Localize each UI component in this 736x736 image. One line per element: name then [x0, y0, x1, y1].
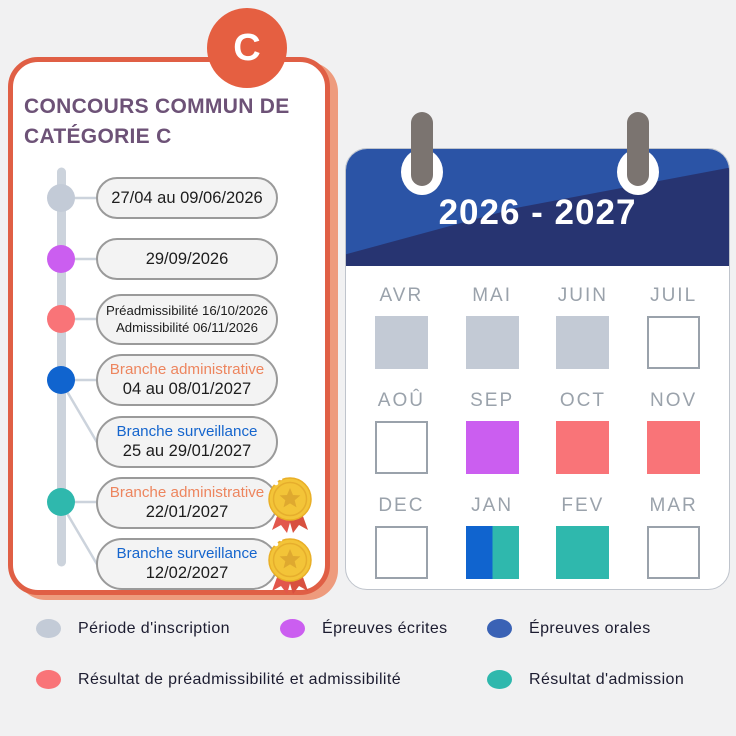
timeline-dot-epreuves-orales: [47, 366, 75, 394]
month-square: [647, 316, 701, 369]
month-label: JUIN: [557, 285, 608, 306]
month-square: [465, 526, 519, 579]
binder-ring-bar: [627, 112, 649, 186]
timeline-dot-preadmissibilite: [47, 305, 75, 333]
calendar-year-title: 2026 - 2027: [438, 193, 637, 232]
month-aou: AOÛ: [356, 390, 447, 474]
medal-icon: [268, 538, 312, 594]
month-square: [465, 316, 519, 369]
legend-label: Résultat d'admission: [529, 670, 685, 688]
month-square: [556, 316, 610, 369]
calendar-panel: 2026 - 2027 AVR MAI JUIN JUIL AOÛ SEP OC…: [345, 148, 730, 590]
month-square: [374, 421, 428, 474]
month-label: JUIL: [650, 285, 698, 306]
binder-ring-icon: [617, 112, 659, 218]
pill-admission-branche-surveillance: Branche surveillance 12/02/2027: [96, 538, 278, 590]
legend-item-resultat-admission: Résultat d'admission: [487, 670, 684, 689]
month-oct: OCT: [538, 390, 629, 474]
month-juil: JUIL: [628, 285, 719, 369]
month-juin: JUIN: [538, 285, 629, 369]
month-label: AOÛ: [377, 390, 425, 411]
legend-dot: [487, 619, 512, 638]
pill-oral-branche-administrative: Branche administrative 04 au 08/01/2027: [96, 354, 278, 406]
month-avr: AVR: [356, 285, 447, 369]
legend-dot: [487, 670, 512, 689]
month-square: [556, 421, 610, 474]
concours-card: CONCOURS COMMUN DE CATÉGORIE C 27/04 au …: [8, 57, 330, 595]
pill-text-line1: Préadmissibilité 16/10/2026: [105, 303, 268, 318]
pill-oral-branche-surveillance: Branche surveillance 25 au 29/01/2027: [96, 416, 278, 468]
legend-item-resultat-preadmissibilite: Résultat de préadmissibilité et admissib…: [36, 670, 401, 689]
binder-ring-icon: [401, 112, 443, 218]
timeline-dot-epreuves-ecrites: [47, 245, 75, 273]
month-fev: FEV: [538, 495, 629, 579]
timeline-dot-inscription: [47, 184, 75, 212]
month-jan: JAN: [447, 495, 538, 579]
pill-branch-label: Branche administrative: [109, 361, 265, 379]
month-label: MAR: [649, 495, 698, 516]
legend-item-epreuves-orales: Épreuves orales: [487, 619, 651, 638]
month-label: FEV: [561, 495, 605, 516]
pill-branch-dates: 25 au 29/01/2027: [122, 442, 252, 461]
legend-label: Épreuves orales: [529, 619, 651, 637]
month-nov: NOV: [628, 390, 719, 474]
month-label: JAN: [471, 495, 514, 516]
month-label: DEC: [378, 495, 425, 516]
legend-dot: [36, 670, 61, 689]
pill-branch-label: Branche administrative: [109, 484, 265, 502]
legend-label: Épreuves écrites: [322, 619, 448, 637]
category-c-badge: C: [207, 8, 287, 88]
month-square: [374, 316, 428, 369]
month-label: OCT: [559, 390, 606, 411]
calendar-header: [346, 149, 729, 266]
legend-label: Résultat de préadmissibilité et admissib…: [78, 670, 402, 688]
legend-label: Période d'inscription: [78, 619, 230, 637]
month-label: AVR: [379, 285, 424, 306]
legend-dot: [36, 619, 61, 638]
pill-branch-label: Branche surveillance: [116, 423, 258, 441]
pill-preadmissibilite-admissibilite: Préadmissibilité 16/10/2026 Admissibilit…: [96, 294, 278, 345]
pill-branch-dates: 12/02/2027: [145, 564, 229, 583]
pill-text: 29/09/2026: [145, 249, 229, 268]
month-label: MAI: [472, 285, 513, 306]
card-title-line2: CATÉGORIE C: [24, 124, 172, 148]
badge-letter: C: [233, 26, 261, 69]
month-mai: MAI: [447, 285, 538, 369]
pill-branch-dates: 04 au 08/01/2027: [122, 380, 252, 399]
month-mar: MAR: [628, 495, 719, 579]
pill-text-line2: Admissibilité 06/11/2026: [116, 319, 258, 335]
month-sep: SEP: [447, 390, 538, 474]
pill-epreuves-ecrites-date: 29/09/2026: [96, 238, 278, 280]
month-square: [465, 421, 519, 474]
pill-branch-label: Branche surveillance: [116, 545, 258, 563]
pill-branch-dates: 22/01/2027: [145, 503, 229, 522]
medal-icon: [268, 477, 312, 533]
legend-item-epreuves-ecrites: Épreuves écrites: [280, 619, 448, 638]
month-dec: DEC: [356, 495, 447, 579]
legend-item-inscription: Période d'inscription: [36, 619, 230, 638]
binder-ring-bar: [411, 112, 433, 186]
pill-inscription-dates: 27/04 au 09/06/2026: [96, 177, 278, 219]
month-square: [374, 526, 428, 579]
card-title: CONCOURS COMMUN DE CATÉGORIE C: [24, 92, 314, 152]
pill-text: 27/04 au 09/06/2026: [111, 188, 263, 207]
month-label: NOV: [650, 390, 698, 411]
month-square: [647, 421, 701, 474]
card-title-line1: CONCOURS COMMUN DE: [24, 95, 290, 118]
pill-admission-branche-administrative: Branche administrative 22/01/2027: [96, 477, 278, 529]
month-label: SEP: [470, 390, 515, 411]
month-square: [556, 526, 610, 579]
legend-dot: [280, 619, 305, 638]
month-square: [647, 526, 701, 579]
timeline-dot-admission: [47, 488, 75, 516]
calendar-months-grid: AVR MAI JUIN JUIL AOÛ SEP OCT NOV: [356, 285, 719, 579]
